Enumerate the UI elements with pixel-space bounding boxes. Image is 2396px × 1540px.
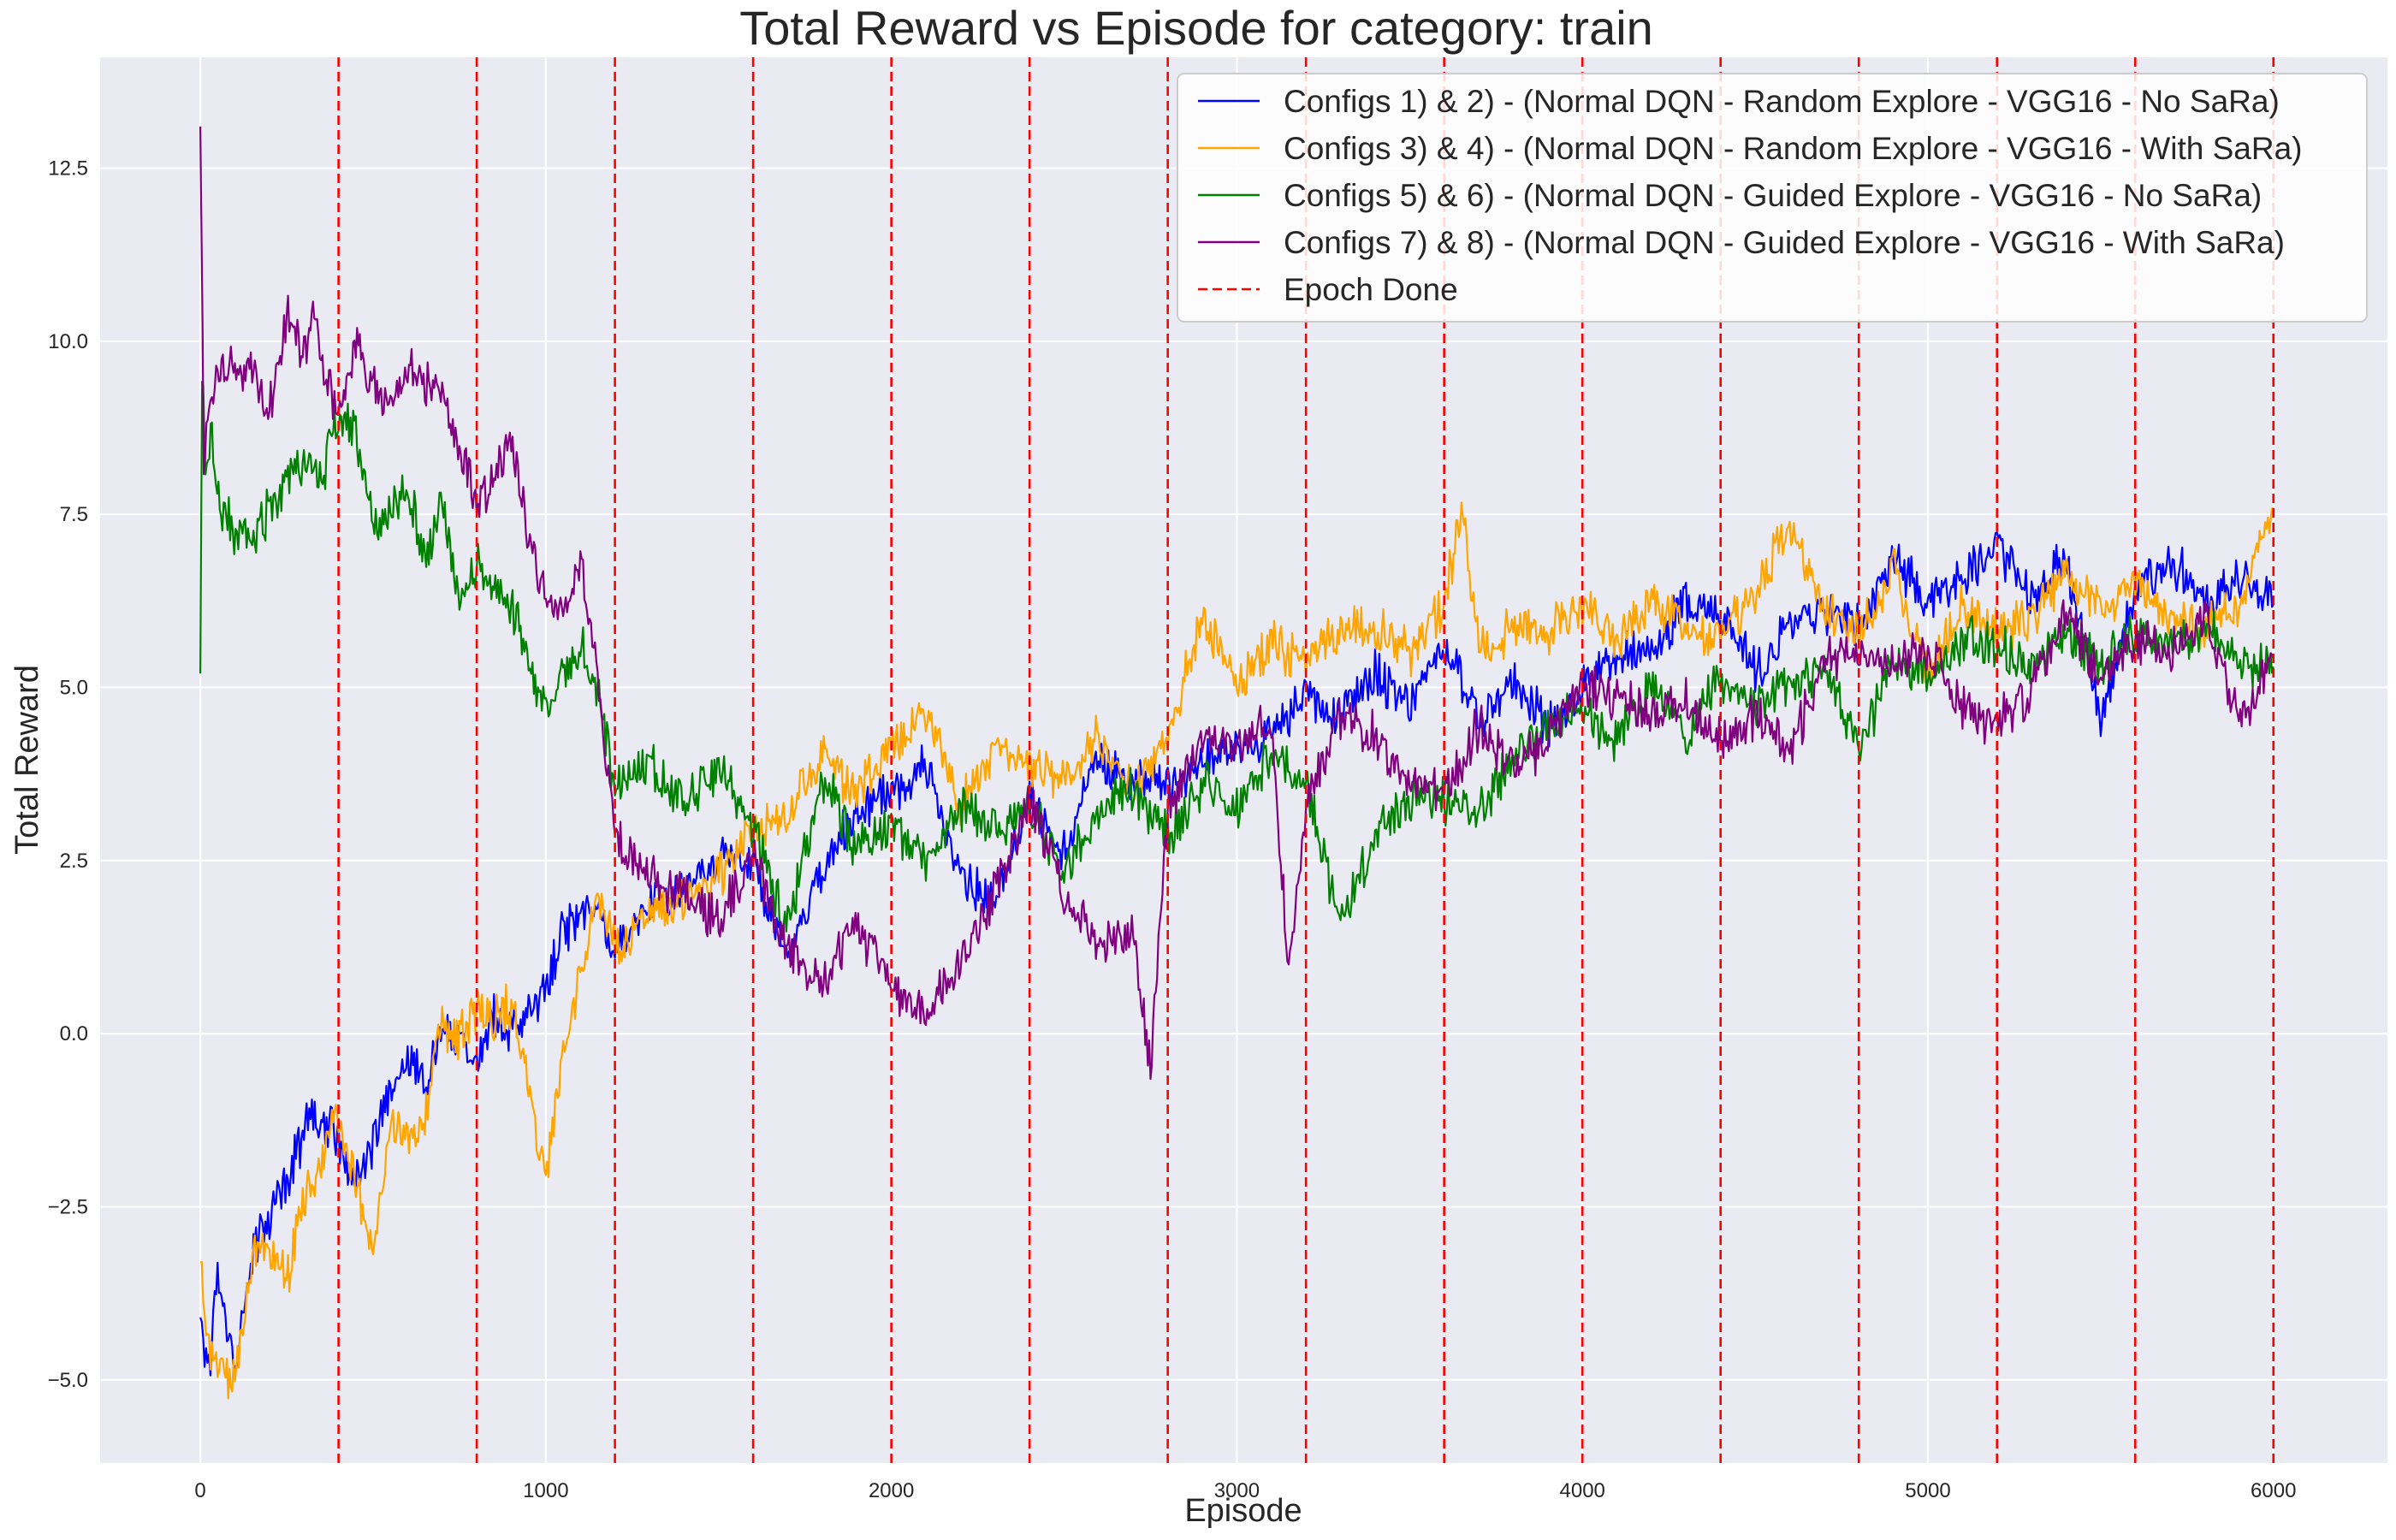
legend-label: Configs 3) & 4) - (Normal DQN - Random E… bbox=[1284, 131, 2303, 166]
legend-box bbox=[1177, 73, 2368, 323]
series-line-1 bbox=[199, 531, 2274, 1377]
y-tick-label: 5.0 bbox=[60, 677, 88, 700]
y-tick-label: −5.0 bbox=[48, 1369, 88, 1392]
y-tick-label: 10.0 bbox=[48, 330, 88, 353]
y-tick-label: 7.5 bbox=[60, 503, 88, 526]
x-tick-label: 4000 bbox=[1560, 1479, 1605, 1502]
series-line-2 bbox=[199, 501, 2274, 1400]
x-tick-labels: 0 1000 2000 3000 4000 5000 6000 bbox=[194, 1479, 2296, 1502]
epoch-lines bbox=[337, 57, 2275, 1463]
y-tick-label: 12.5 bbox=[48, 157, 88, 180]
legend-label: Epoch Done bbox=[1284, 272, 1458, 307]
legend-label: Configs 7) & 8) - (Normal DQN - Guided E… bbox=[1284, 225, 2285, 260]
y-tick-label: 0.0 bbox=[60, 1022, 88, 1045]
y-tick-labels: −5.0 −2.5 0.0 2.5 5.0 7.5 10.0 12.5 bbox=[48, 157, 88, 1391]
x-tick-label: 3000 bbox=[1214, 1479, 1260, 1502]
series-layer bbox=[199, 126, 2274, 1400]
legend-label: Configs 5) & 6) - (Normal DQN - Guided E… bbox=[1284, 178, 2262, 213]
x-tick-label: 2000 bbox=[869, 1479, 914, 1502]
x-tick-label: 6000 bbox=[2251, 1479, 2296, 1502]
series-line-4 bbox=[199, 126, 2274, 1081]
y-tick-label: 2.5 bbox=[60, 850, 88, 873]
x-tick-label: 0 bbox=[194, 1479, 205, 1502]
legend-items: Configs 1) & 2) - (Normal DQN - Random E… bbox=[1198, 84, 2303, 307]
y-tick-label: −2.5 bbox=[48, 1196, 88, 1219]
x-tick-label: 1000 bbox=[523, 1479, 568, 1502]
y-axis-label: Total Reward bbox=[9, 665, 45, 855]
x-tick-label: 5000 bbox=[1905, 1479, 1950, 1502]
legend-label: Configs 1) & 2) - (Normal DQN - Random E… bbox=[1284, 84, 2280, 119]
x-axis-label: Episode bbox=[1184, 1493, 1302, 1529]
legend: Configs 1) & 2) - (Normal DQN - Random E… bbox=[1177, 73, 2368, 323]
chart-title: Total Reward vs Episode for category: tr… bbox=[739, 1, 1653, 55]
